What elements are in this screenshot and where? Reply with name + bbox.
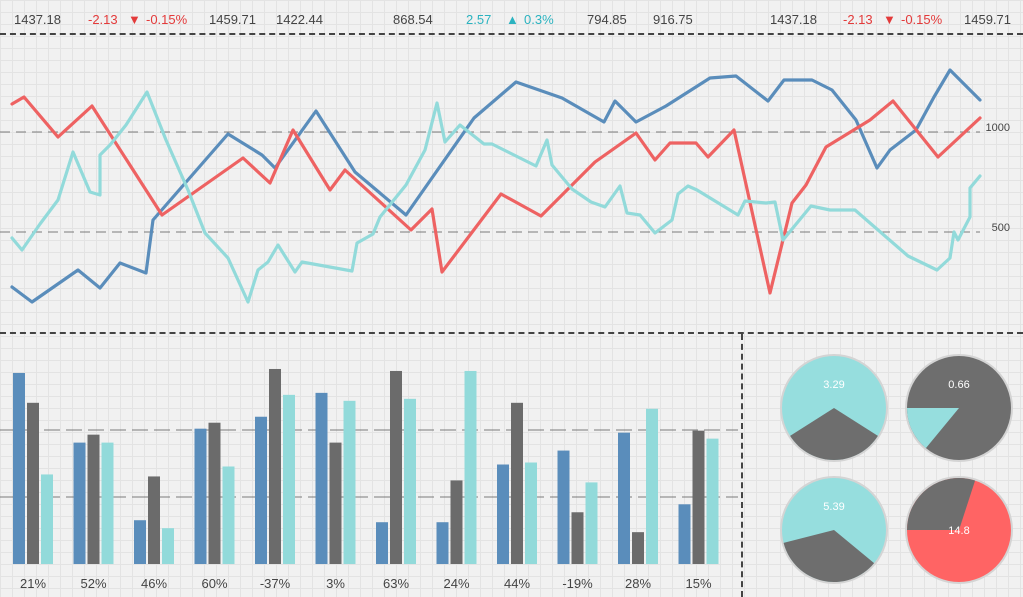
bar (134, 520, 146, 564)
ticker-value: -0.15% (901, 12, 943, 27)
pie-chart: 5.39 (780, 476, 888, 584)
bar (632, 532, 644, 564)
bar (497, 464, 509, 564)
bar (585, 482, 598, 564)
ticker-value: 1459.71 (209, 12, 256, 27)
ticker-value: ▼ (883, 12, 896, 27)
ticker-value: -2.13 (843, 12, 873, 27)
ticker-value: 1422.44 (276, 12, 323, 27)
bar (222, 466, 235, 564)
bar (557, 450, 570, 564)
ticker-divider (0, 33, 1023, 35)
ticker-value: -0.15% (146, 12, 188, 27)
bar (450, 480, 463, 564)
bar-chart: 21% 52% 46% 60% -37% 3% 63% 24% 44% -19% 28% 15% (0, 368, 738, 591)
category-label: -19% (562, 576, 593, 591)
category-label: 15% (685, 576, 711, 591)
bar (41, 474, 53, 564)
bar (511, 402, 523, 564)
ticker-value: 1459.71 (964, 12, 1011, 27)
pie-slice (790, 408, 878, 461)
bar (269, 368, 281, 564)
bar (87, 434, 100, 564)
bar (315, 392, 328, 564)
ticker-value: 2.57 (466, 12, 492, 27)
bar (618, 432, 630, 564)
bar (329, 442, 342, 564)
category-label: 52% (80, 576, 106, 591)
category-label: 28% (625, 576, 651, 591)
pie-slice (907, 477, 976, 530)
bar (73, 442, 86, 564)
series-line-cyan (10, 90, 982, 304)
y-tick-label: 1000 (986, 122, 1010, 134)
ticker-value: 1437.18 (14, 12, 61, 27)
bar (706, 438, 719, 564)
category-label: 46% (141, 576, 167, 591)
category-label: 63% (383, 576, 409, 591)
category-label: 44% (504, 576, 530, 591)
bar (255, 416, 267, 564)
category-label: 3% (326, 576, 345, 591)
bar (101, 442, 114, 564)
ticker-bar: 1437.18 -2.13 ▼ -0.15% 1459.71 1422.44 868.54 2… (0, 0, 1023, 34)
category-label: -37% (260, 576, 291, 591)
ticker-value: ▲ (506, 12, 519, 27)
category-label: 60% (201, 576, 227, 591)
series-line-red (10, 95, 982, 295)
category-label: 24% (443, 576, 469, 591)
bar (13, 372, 25, 564)
pie-label: 5.39 (823, 501, 844, 513)
bar (571, 512, 584, 564)
bar (646, 408, 658, 564)
section-divider (0, 332, 1023, 334)
ticker-value: 868.54 (393, 12, 433, 27)
ticker-value: 794.85 (587, 12, 627, 27)
bar (390, 370, 402, 564)
pie-label: 0.66 (948, 379, 969, 391)
bar (436, 522, 449, 564)
y-tick-label: 500 (992, 222, 1010, 234)
category-label: 21% (20, 576, 46, 591)
bar (464, 370, 477, 564)
bar (525, 462, 537, 564)
vertical-divider (741, 334, 743, 597)
ticker-value: -2.13 (88, 12, 118, 27)
bar (283, 394, 295, 564)
bar (148, 476, 160, 564)
bar (27, 402, 39, 564)
series-line-blue (10, 68, 982, 304)
pie-chart: 0.66 (905, 354, 1013, 462)
ticker-value: 0.3% (524, 12, 554, 27)
ticker-value: 1437.18 (770, 12, 817, 27)
bar (678, 504, 691, 564)
ticker-value: ▼ (128, 12, 141, 27)
bar (376, 522, 388, 564)
bar (404, 398, 416, 564)
bar (208, 422, 221, 564)
pie-chart: 14.8 (905, 476, 1013, 584)
pie-slice (907, 408, 959, 449)
ticker-value: 916.75 (653, 12, 693, 27)
pie-label: 14.8 (948, 525, 969, 537)
bar (162, 528, 174, 564)
bar (343, 400, 356, 564)
bar (194, 428, 207, 564)
bar (692, 430, 705, 564)
pie-slice (783, 530, 875, 583)
pie-chart: 3.29 (780, 354, 888, 462)
line-chart: 1000 500 (0, 68, 1010, 304)
pie-label: 3.29 (823, 379, 844, 391)
